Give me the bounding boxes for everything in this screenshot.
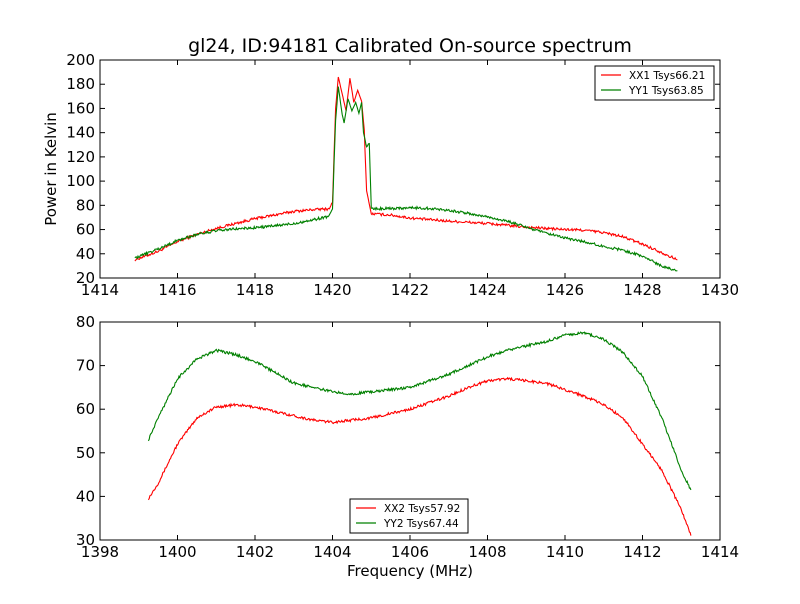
chart-title: gl24, ID:94181 Calibrated On-source spec… [188, 35, 632, 57]
x-tick-label: 1402 [236, 543, 274, 561]
y-tick-label: 100 [66, 172, 95, 190]
x-tick-label: 1420 [313, 281, 351, 299]
legend-label: YY2 Tsys67.44 [383, 518, 459, 530]
y-tick-label: 60 [76, 221, 95, 239]
x-tick-label: 1414 [701, 543, 739, 561]
x-axis-label: Frequency (MHz) [347, 562, 473, 580]
legend-box [349, 498, 469, 534]
legend-label: XX1 Tsys66.21 [629, 70, 705, 82]
top-plot: 1414 1416 1418 1420 1422 1424 1426 1428 1430 20 40… [66, 51, 739, 299]
x-tick-label: 1430 [701, 281, 739, 299]
y-tick-label: 30 [76, 531, 95, 549]
y-tick-label: 20 [76, 269, 95, 287]
y-tick-label: 60 [76, 400, 95, 418]
x-tick-label: 1424 [468, 281, 506, 299]
y-tick-label: 200 [66, 51, 95, 69]
y-tick-label: 180 [66, 75, 95, 93]
x-tick-label: 1418 [236, 281, 274, 299]
series-line-0 [147, 376, 692, 536]
x-tick-label: 1428 [623, 281, 661, 299]
x-tick-label: 1404 [313, 543, 351, 561]
y-tick-label: 40 [76, 487, 95, 505]
y-axis-label: Power in Kelvin [42, 112, 60, 226]
legend: XX1 Tsys66.21 YY1 Tsys63.85 [594, 65, 715, 101]
x-tick-label: 1422 [391, 281, 429, 299]
bottom-plot: 1398 1400 1402 1404 1406 1408 1410 1412 1414 30 40… [76, 313, 739, 561]
x-tick-label: 1426 [546, 281, 584, 299]
y-tick-label: 140 [66, 124, 95, 142]
series-line-1 [134, 86, 678, 272]
y-tick-label: 160 [66, 99, 95, 117]
y-tick-label: 120 [66, 148, 95, 166]
x-tick-label: 1406 [391, 543, 429, 561]
y-tick-label: 80 [76, 196, 95, 214]
y-tick-label: 50 [76, 444, 95, 462]
legend: XX2 Tsys57.92 YY2 Tsys67.44 [349, 498, 469, 534]
series-line-1 [147, 331, 692, 491]
legend-label: YY1 Tsys63.85 [628, 85, 704, 97]
legend-box [594, 65, 715, 101]
x-tick-label: 1400 [158, 543, 196, 561]
y-tick-label: 80 [76, 313, 95, 331]
x-tick-label: 1408 [468, 543, 506, 561]
x-tick-label: 1412 [623, 543, 661, 561]
x-tick-label: 1410 [546, 543, 584, 561]
y-tick-label: 70 [76, 357, 95, 375]
series-line-0 [134, 76, 678, 262]
y-tick-label: 40 [76, 245, 95, 263]
legend-label: XX2 Tsys57.92 [384, 503, 460, 515]
x-tick-label: 1416 [158, 281, 196, 299]
x-tick-label: 1414 [81, 281, 119, 299]
x-tick-label: 1398 [81, 543, 119, 561]
